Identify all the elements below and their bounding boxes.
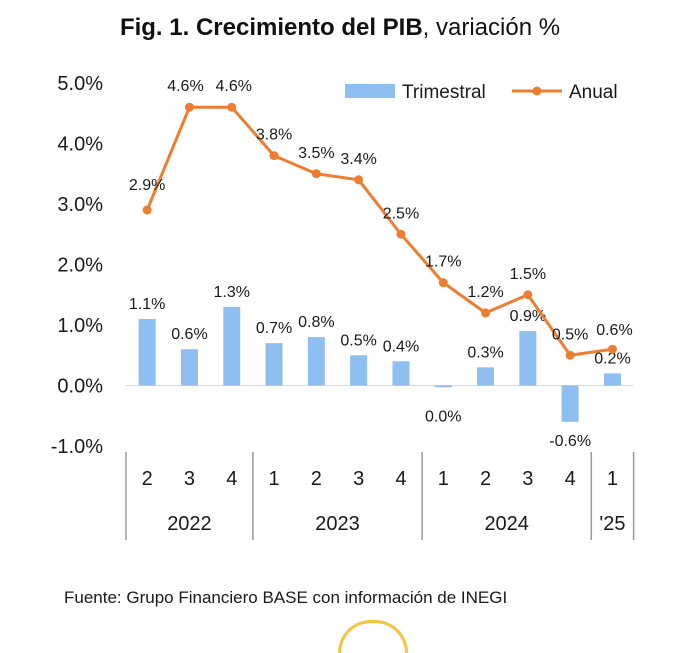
- bar-data-label: 0.7%: [256, 320, 292, 337]
- x-tick-label: 3: [353, 468, 364, 490]
- line-point-anual: [523, 290, 533, 300]
- x-tick-label: 1: [268, 468, 279, 490]
- bar-data-label: 0.8%: [298, 314, 334, 331]
- x-tick-label: 3: [184, 468, 195, 490]
- line-data-label: 1.2%: [467, 284, 503, 301]
- x-tick-label: 4: [395, 468, 406, 490]
- line-data-label: 3.8%: [256, 127, 292, 144]
- x-tick-label: 1: [438, 468, 449, 490]
- bar-trimestral: [477, 367, 495, 386]
- x-group-label: 2022: [167, 513, 212, 535]
- y-tick-label: 5.0%: [57, 73, 103, 95]
- bar-trimestral: [519, 331, 537, 386]
- bar-data-label: 1.1%: [129, 296, 165, 313]
- pib-chart: -1.0%0.0%1.0%2.0%3.0%4.0%5.0% 1.1%0.6%1.…: [51, 73, 635, 540]
- line-data-label: 3.5%: [298, 145, 334, 162]
- line-point-anual: [142, 205, 152, 215]
- bar-trimestral: [307, 337, 325, 386]
- line-point-anual: [481, 308, 491, 318]
- legend: Trimestral Anual: [345, 82, 618, 103]
- bar-trimestral: [265, 343, 283, 386]
- y-tick-label: -1.0%: [51, 436, 103, 458]
- legend-label-trimestral: Trimestral: [402, 82, 486, 103]
- bar-trimestral: [180, 349, 198, 386]
- line-data-label: 0.5%: [552, 326, 588, 343]
- line-data-label: 4.6%: [216, 78, 252, 95]
- legend-swatch-trimestral: [345, 84, 395, 98]
- line-point-anual: [565, 350, 575, 360]
- x-tick-label: 1: [607, 468, 618, 490]
- x-group-label: 2024: [484, 513, 529, 535]
- line-data-label: 3.4%: [340, 151, 376, 168]
- line-point-anual: [354, 175, 364, 185]
- line-point-anual: [227, 102, 237, 112]
- x-tick-label: 2: [480, 468, 491, 490]
- bar-trimestral: [603, 373, 621, 386]
- y-axis: -1.0% 0.0% 1.0% 2.0% 3.0% 4.0% 5.0%: [51, 73, 634, 458]
- x-axis: 2 3 4 1 2 3 4 1 2 3 4 1 2022 2023 2024 '25: [125, 452, 635, 540]
- y-tick-label: 2.0%: [57, 255, 103, 277]
- line-data-label: 0.6%: [596, 322, 632, 339]
- line-data-label: 4.6%: [167, 78, 203, 95]
- bar-data-label: 0.0%: [425, 409, 461, 426]
- line-data-label: 1.7%: [425, 254, 461, 271]
- bar-data-label: 1.3%: [214, 284, 250, 301]
- line-point-anual: [311, 169, 321, 179]
- line-anual: [145, 105, 613, 357]
- bar-data-label: 0.2%: [594, 350, 630, 367]
- x-group-label: 2023: [315, 513, 360, 535]
- bar-data-label: 0.3%: [467, 344, 503, 361]
- line-point-anual: [438, 278, 448, 288]
- bar-trimestral: [561, 385, 579, 422]
- x-tick-label: 2: [142, 468, 153, 490]
- bar-data-label: -0.6%: [549, 433, 591, 450]
- line-point-anual: [396, 229, 406, 239]
- line-data-label: 1.5%: [510, 266, 546, 283]
- bar-trimestral: [350, 355, 368, 386]
- source-note: Fuente: Grupo Financiero BASE con inform…: [64, 588, 508, 607]
- line-point-anual: [184, 102, 194, 112]
- line-data-label: 2.5%: [383, 205, 419, 222]
- legend-marker-anual: [532, 86, 542, 96]
- bar-trimestral: [392, 361, 410, 386]
- x-tick-label: 2: [311, 468, 322, 490]
- bar-trimestral: [223, 306, 241, 386]
- x-tick-label: 4: [565, 468, 576, 490]
- line-data-label: 2.9%: [129, 177, 165, 194]
- line-series-anual: 2.9% 4.6% 4.6% 3.8% 3.5% 3.4% 2.5% 1.7% 1.2% 1.5%…: [129, 78, 633, 360]
- x-tick-label: 3: [522, 468, 533, 490]
- bar-trimestral: [138, 318, 156, 386]
- y-tick-label: 3.0%: [57, 194, 103, 216]
- bar-series-trimestral: 1.1% 0.6% 1.3% 0.7% 0.8% 0.5% 0.4% 0.0% 0.3% 0.9%…: [129, 284, 631, 450]
- bar-data-label: 0.5%: [340, 332, 376, 349]
- x-tick-label: 4: [226, 468, 237, 490]
- line-point-anual: [607, 344, 617, 354]
- line-point-anual: [269, 151, 279, 161]
- y-tick-label: 1.0%: [57, 315, 103, 337]
- chart-title: Fig. 1. Crecimiento del PIB, variación %: [119, 14, 561, 41]
- x-group-label: '25: [599, 513, 625, 535]
- bar-data-label: 0.6%: [171, 326, 207, 343]
- bar-data-label: 0.9%: [510, 308, 546, 325]
- bar-data-label: 0.4%: [383, 338, 419, 355]
- y-tick-label: 4.0%: [57, 134, 103, 156]
- y-tick-label: 0.0%: [57, 376, 103, 398]
- legend-label-anual: Anual: [569, 82, 618, 103]
- bar-trimestral: [434, 385, 452, 388]
